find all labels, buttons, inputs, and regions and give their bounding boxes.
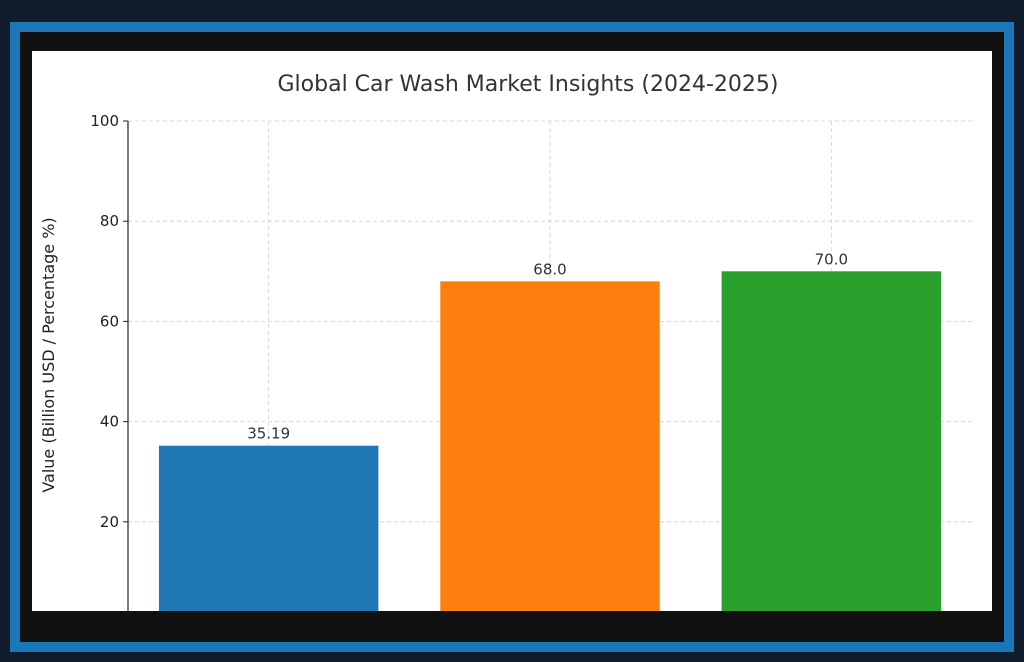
y-tick-label: 20: [100, 513, 119, 531]
axes: [123, 120, 129, 611]
y-tick-label: 100: [90, 112, 119, 130]
bar-value-label: 68.0: [533, 260, 566, 278]
labels: 02040608010035.19Global Car Wash Market …: [90, 112, 848, 531]
bar-chart: Global Car Wash Market Insights (2024-20…: [39, 72, 972, 611]
y-tick-label: 80: [100, 212, 119, 230]
screen-frame: Global Car Wash Market Insights (2024-20…: [10, 22, 1014, 652]
chart-panel: Global Car Wash Market Insights (2024-20…: [32, 51, 992, 611]
chart-title: Global Car Wash Market Insights (2024-20…: [278, 72, 779, 97]
y-tick-label: 40: [100, 413, 119, 431]
bar: [158, 445, 379, 611]
bar-value-label: 35.19: [247, 425, 290, 443]
y-tick-label: 60: [100, 312, 119, 330]
y-axis-label: Value (Billion USD / Percentage %): [39, 217, 58, 492]
bar: [440, 281, 660, 611]
bar: [721, 271, 942, 611]
bar-value-label: 70.0: [815, 250, 848, 268]
bars: [158, 271, 942, 611]
